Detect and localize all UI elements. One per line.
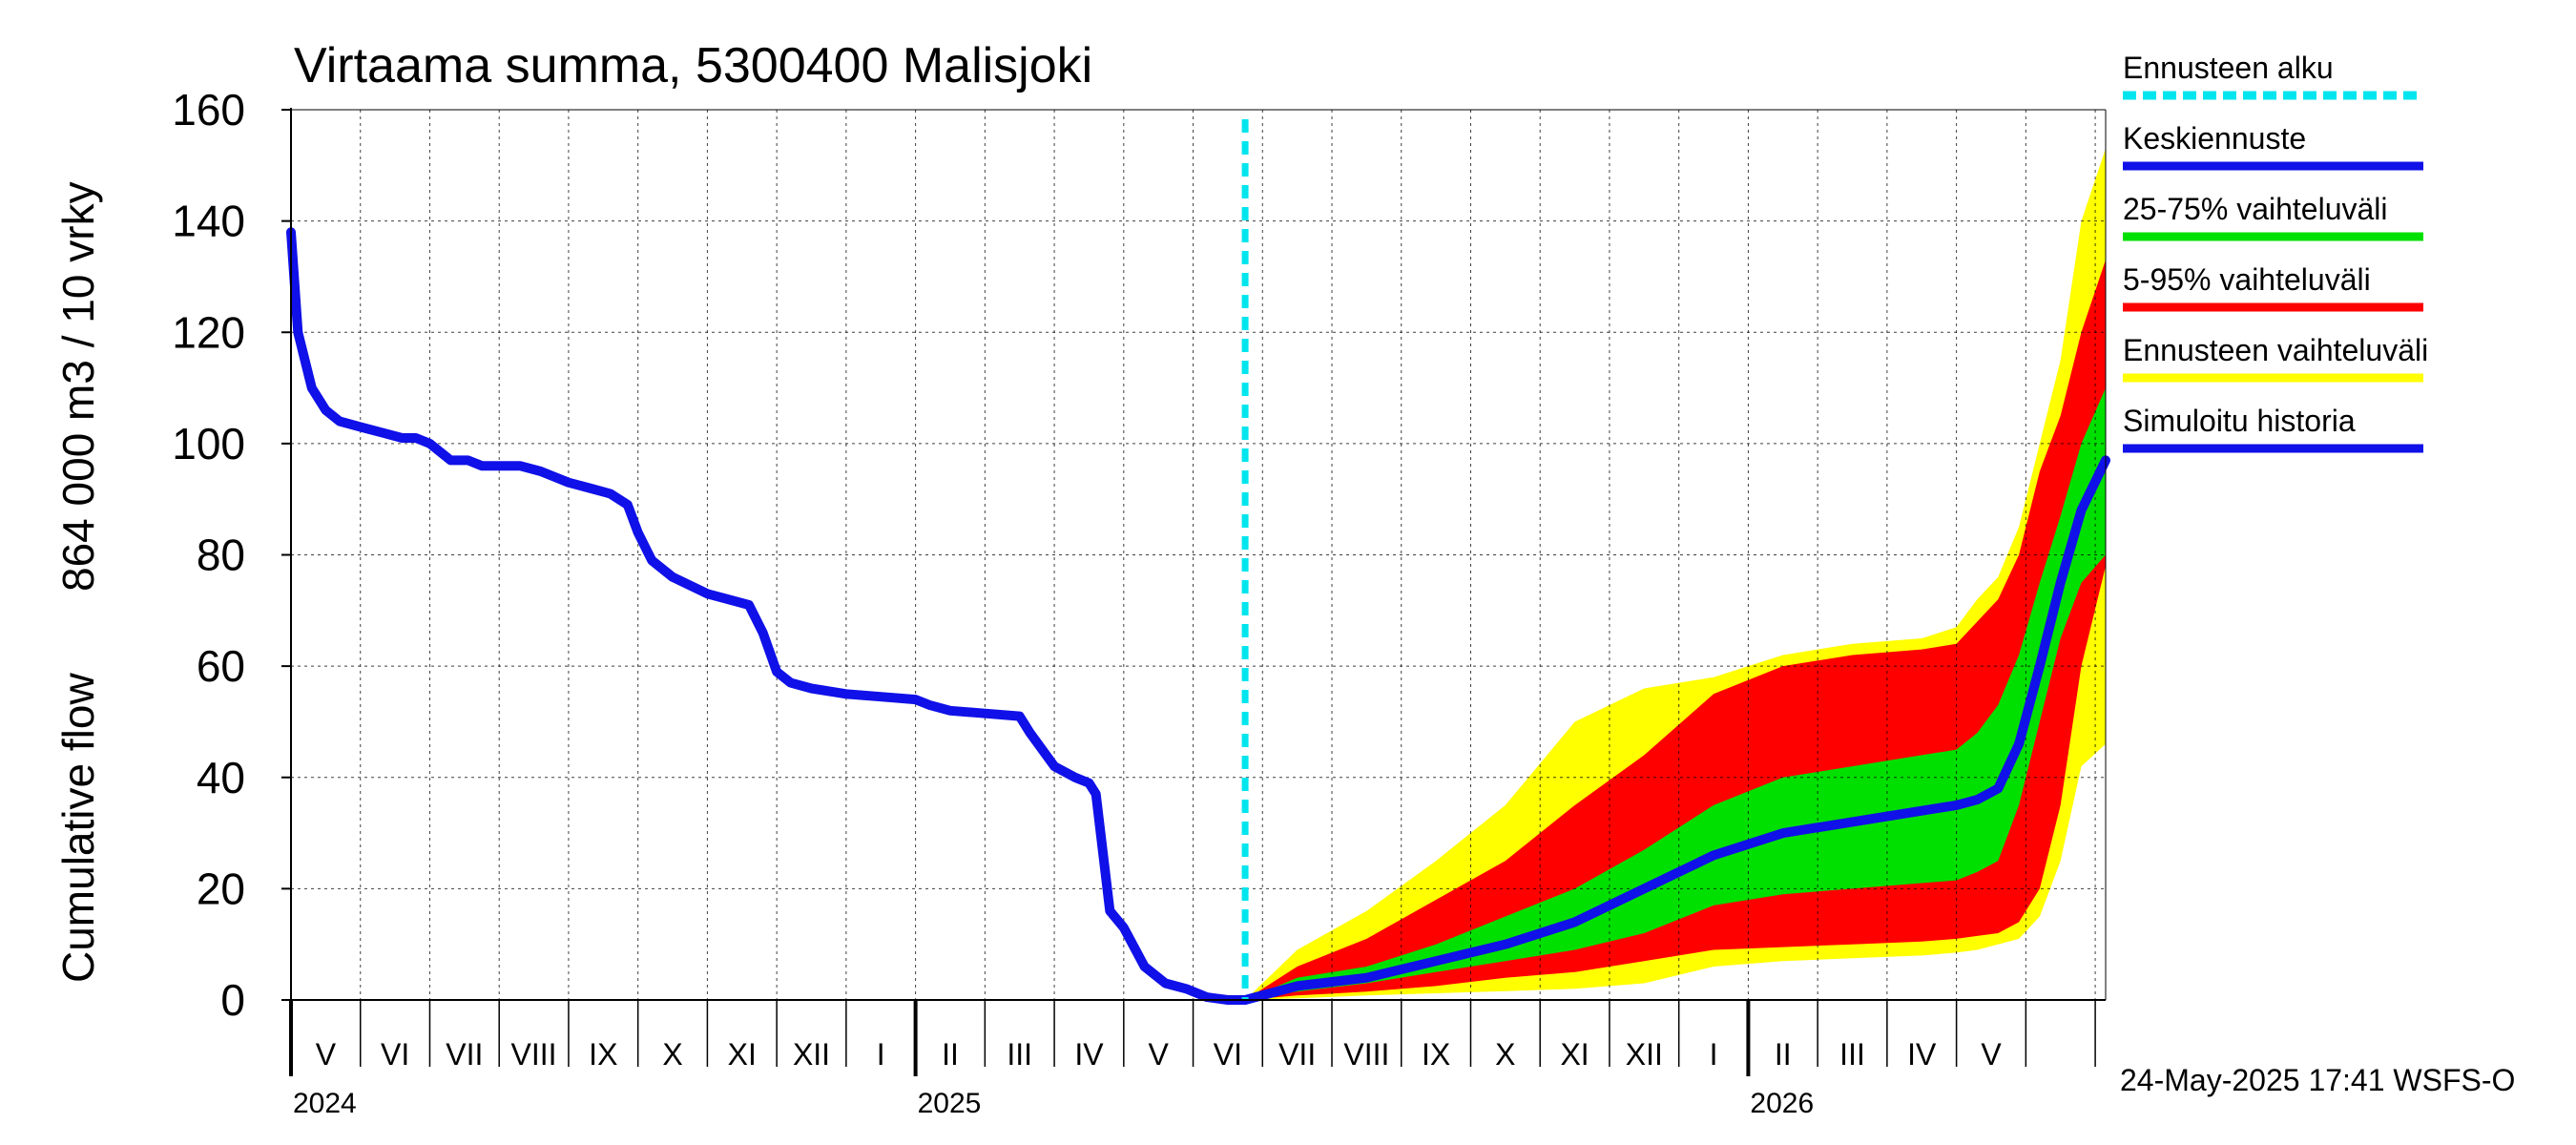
x-month-label: XII <box>1626 1037 1663 1072</box>
x-month-label: IV <box>1074 1037 1104 1072</box>
legend-label: Ennusteen vaihteluväli <box>2123 333 2428 367</box>
y-tick-label: 160 <box>172 85 245 135</box>
x-month-label: IX <box>589 1037 617 1072</box>
x-month-label: VIII <box>511 1037 557 1072</box>
y-tick-label: 20 <box>197 864 245 913</box>
x-month-label: IV <box>1907 1037 1937 1072</box>
legend-label: 25-75% vaihteluväli <box>2123 192 2388 226</box>
y-tick-label: 140 <box>172 197 245 246</box>
legend-label: Simuloitu historia <box>2123 404 2356 438</box>
y-axis-label-line1: Cumulative flow <box>53 673 103 983</box>
x-month-label: II <box>1775 1037 1792 1072</box>
y-tick-label: 120 <box>172 307 245 357</box>
x-month-label: VI <box>381 1037 409 1072</box>
x-month-label: IX <box>1422 1037 1450 1072</box>
x-month-label: X <box>1495 1037 1515 1072</box>
timestamp-label: 24-May-2025 17:41 WSFS-O <box>2120 1063 2515 1097</box>
x-month-label: V <box>316 1037 337 1072</box>
x-month-label: VII <box>446 1037 483 1072</box>
y-tick-label: 0 <box>220 975 245 1025</box>
legend-label: Keskiennuste <box>2123 121 2306 156</box>
x-month-label: VIII <box>1343 1037 1389 1072</box>
x-month-label: III <box>1007 1037 1032 1072</box>
mean-forecast-line <box>1240 455 2110 1005</box>
x-month-label: I <box>877 1037 885 1072</box>
legend: Ennusteen alku Keskiennuste 25-75% vaihtel… <box>2123 51 2428 453</box>
x-month-label: VII <box>1278 1037 1316 1072</box>
y-ticks: 0 20 40 60 80 100 120 140 160 <box>172 85 291 1025</box>
x-month-label: V <box>1981 1037 2002 1072</box>
series-lines <box>286 119 2110 1005</box>
y-axis-label-line2: 864 000 m3 / 10 vrky <box>53 181 103 592</box>
history-line <box>286 227 1251 1005</box>
x-year-label: 2025 <box>918 1088 982 1119</box>
x-month-label: II <box>942 1037 959 1072</box>
x-year-label: 2026 <box>1750 1088 1814 1119</box>
grid-lines <box>291 109 2106 1000</box>
legend-label: 5-95% vaihteluväli <box>2123 262 2371 297</box>
y-tick-label: 60 <box>197 641 245 691</box>
x-month-label: V <box>1149 1037 1170 1072</box>
y-tick-label: 100 <box>172 419 245 468</box>
x-month-label: XI <box>1560 1037 1589 1072</box>
x-year-label: 2024 <box>293 1088 357 1119</box>
y-tick-label: 40 <box>197 753 245 802</box>
x-month-label: XII <box>793 1037 830 1072</box>
chart-title: Virtaama summa, 5300400 Malisjoki <box>294 38 1092 94</box>
legend-label: Ennusteen alku <box>2123 51 2334 85</box>
band-25-75 <box>1245 387 2106 1001</box>
x-month-label: I <box>1710 1037 1718 1072</box>
x-ticks: V VI VII VIII IX X XI XII I II III IV V VI VII VIII IX X X… <box>289 1000 2096 1119</box>
y-tick-label: 80 <box>197 531 245 580</box>
x-month-label: III <box>1839 1037 1865 1072</box>
x-month-label: XI <box>728 1037 757 1072</box>
x-month-label: X <box>662 1037 682 1072</box>
x-month-label: VI <box>1214 1037 1242 1072</box>
y-axis-label: Cumulative flow 864 000 m3 / 10 vrky <box>53 181 103 983</box>
